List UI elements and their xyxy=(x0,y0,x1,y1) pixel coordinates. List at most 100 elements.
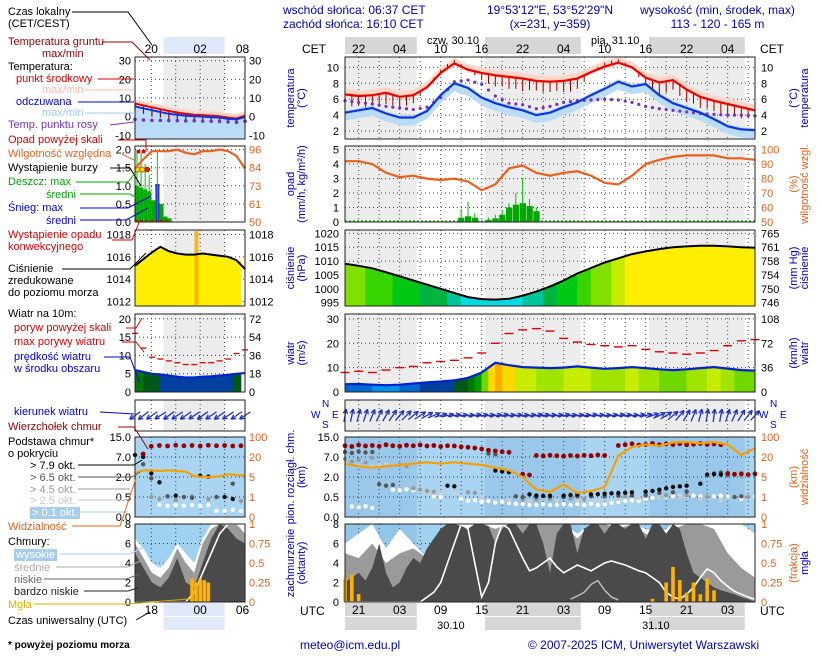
svg-text:03: 03 xyxy=(721,603,735,617)
svg-text:5: 5 xyxy=(761,472,767,484)
svg-text:15.0: 15.0 xyxy=(110,432,131,444)
svg-text:8: 8 xyxy=(333,519,339,531)
footnote: * powyżej poziomu morza xyxy=(8,640,130,651)
svg-text:1014: 1014 xyxy=(107,274,131,286)
panel-temperature xyxy=(133,57,757,139)
compass-rose-right: N E S W xyxy=(758,399,788,431)
svg-text:15.0: 15.0 xyxy=(318,432,339,444)
svg-text:20: 20 xyxy=(249,74,261,86)
svg-text:0.25: 0.25 xyxy=(761,578,782,590)
compass-w: W xyxy=(311,410,321,421)
svg-text:22: 22 xyxy=(352,42,366,56)
sidebar-label-temp-gruntu-2: max/min xyxy=(42,48,84,60)
svg-text:0.75: 0.75 xyxy=(249,539,270,551)
svg-text:8: 8 xyxy=(761,78,767,90)
svg-text:2: 2 xyxy=(125,578,131,590)
svg-text:1012: 1012 xyxy=(107,297,131,309)
svg-text:1.0: 1.0 xyxy=(116,181,131,193)
svg-text:2.0: 2.0 xyxy=(116,145,131,157)
svg-text:750: 750 xyxy=(761,284,779,296)
svg-text:50: 50 xyxy=(249,217,261,229)
svg-text:09: 09 xyxy=(434,603,448,617)
svg-text:30: 30 xyxy=(327,314,339,326)
svg-text:0: 0 xyxy=(249,597,255,609)
svg-text:1012: 1012 xyxy=(249,297,273,309)
sidebar-label-podstawa-2: o pokryciu xyxy=(8,448,59,460)
svg-text:20: 20 xyxy=(119,74,131,86)
sidebar-label-max-porywy: max porywy wiatru xyxy=(14,336,106,348)
sidebar-label-podstawa: Podstawa chmur* xyxy=(8,436,95,448)
svg-text:0: 0 xyxy=(761,597,767,609)
svg-text:61: 61 xyxy=(249,199,261,211)
sidebar-label-okt-45: > 4.5 okt. xyxy=(30,484,76,496)
svg-text:6: 6 xyxy=(761,94,767,106)
svg-text:1: 1 xyxy=(249,519,255,531)
svg-text:06: 06 xyxy=(236,603,250,617)
svg-text:1018: 1018 xyxy=(249,229,273,241)
svg-text:04: 04 xyxy=(393,42,407,56)
svg-text:16: 16 xyxy=(639,42,653,56)
svg-text:100: 100 xyxy=(761,432,779,444)
sidebar-label-kierunek: kierunek wiatru xyxy=(14,406,88,418)
svg-text:04: 04 xyxy=(557,42,571,56)
svg-text:0.5: 0.5 xyxy=(761,558,776,570)
sidebar-label-czas-lokalny: Czas lokalny xyxy=(8,6,71,18)
sidebar-label-niskie: niskie xyxy=(14,574,43,586)
svg-text:1: 1 xyxy=(249,492,255,504)
svg-text:10: 10 xyxy=(327,62,339,74)
compass-n: N xyxy=(322,399,330,410)
svg-text:1005: 1005 xyxy=(315,270,339,282)
svg-text:4: 4 xyxy=(125,558,131,570)
sidebar-label-snieg-max: Śnieg: max xyxy=(8,202,64,214)
svg-text:7.0: 7.0 xyxy=(116,452,131,464)
svg-text:30: 30 xyxy=(119,56,131,68)
svg-text:4: 4 xyxy=(333,558,339,570)
copyright-text: © 2007-2025 ICM, Uniwersytet Warszawski xyxy=(528,638,760,652)
cet-label-left: CET xyxy=(302,42,326,56)
svg-text:czw, 30.10: czw, 30.10 xyxy=(427,35,479,47)
svg-text:10: 10 xyxy=(761,62,773,74)
svg-text:18: 18 xyxy=(145,603,159,617)
svg-text:10: 10 xyxy=(598,42,612,56)
contact-email[interactable]: meteo@icm.edu.pl xyxy=(300,638,401,652)
svg-text:20: 20 xyxy=(327,338,339,350)
svg-text:758: 758 xyxy=(761,256,779,268)
svg-text:0: 0 xyxy=(249,112,255,124)
svg-text:03: 03 xyxy=(393,603,407,617)
axis-title-wiatr-left: wiatr (m/s) xyxy=(285,340,308,366)
panel-precipitation xyxy=(134,148,756,222)
svg-text:3: 3 xyxy=(333,174,339,186)
svg-text:6: 6 xyxy=(333,539,339,551)
svg-text:21: 21 xyxy=(680,603,694,617)
svg-text:0: 0 xyxy=(125,597,131,609)
svg-text:21: 21 xyxy=(516,603,530,617)
svg-text:21: 21 xyxy=(352,603,366,617)
altitude-values: 113 - 120 - 165 m xyxy=(670,17,765,31)
axis-title-wiatr-right: (km/h) wiatr xyxy=(788,337,811,369)
sidebar-label-temperatura: Temperatura: xyxy=(8,61,73,73)
sidebar-label-cisnienie: Ciśnienie xyxy=(8,263,54,275)
svg-text:15: 15 xyxy=(639,603,653,617)
svg-text:1016: 1016 xyxy=(107,252,131,264)
svg-text:100: 100 xyxy=(249,432,267,444)
svg-text:0: 0 xyxy=(761,512,767,524)
compass-w: W xyxy=(759,410,769,421)
svg-text:10: 10 xyxy=(327,363,339,375)
svg-text:80: 80 xyxy=(761,174,773,186)
sidebar-label-wierzcholek: Wierzchołek chmur xyxy=(8,421,102,433)
svg-text:0.5: 0.5 xyxy=(116,492,131,504)
svg-text:60: 60 xyxy=(761,203,773,215)
svg-text:2: 2 xyxy=(333,188,339,200)
svg-text:20: 20 xyxy=(119,314,131,326)
svg-text:108: 108 xyxy=(761,314,779,326)
svg-text:1016: 1016 xyxy=(249,252,273,264)
sidebar-label-burza: Wystąpienie burzy xyxy=(8,162,98,174)
sidebar-label-bardzo-niskie: bardzo niskie xyxy=(14,586,79,598)
svg-text:0: 0 xyxy=(761,387,767,399)
svg-text:15: 15 xyxy=(119,332,131,344)
svg-text:0.0: 0.0 xyxy=(116,512,131,524)
svg-text:03: 03 xyxy=(557,603,571,617)
svg-text:8: 8 xyxy=(333,78,339,90)
svg-text:30.10: 30.10 xyxy=(437,620,465,632)
